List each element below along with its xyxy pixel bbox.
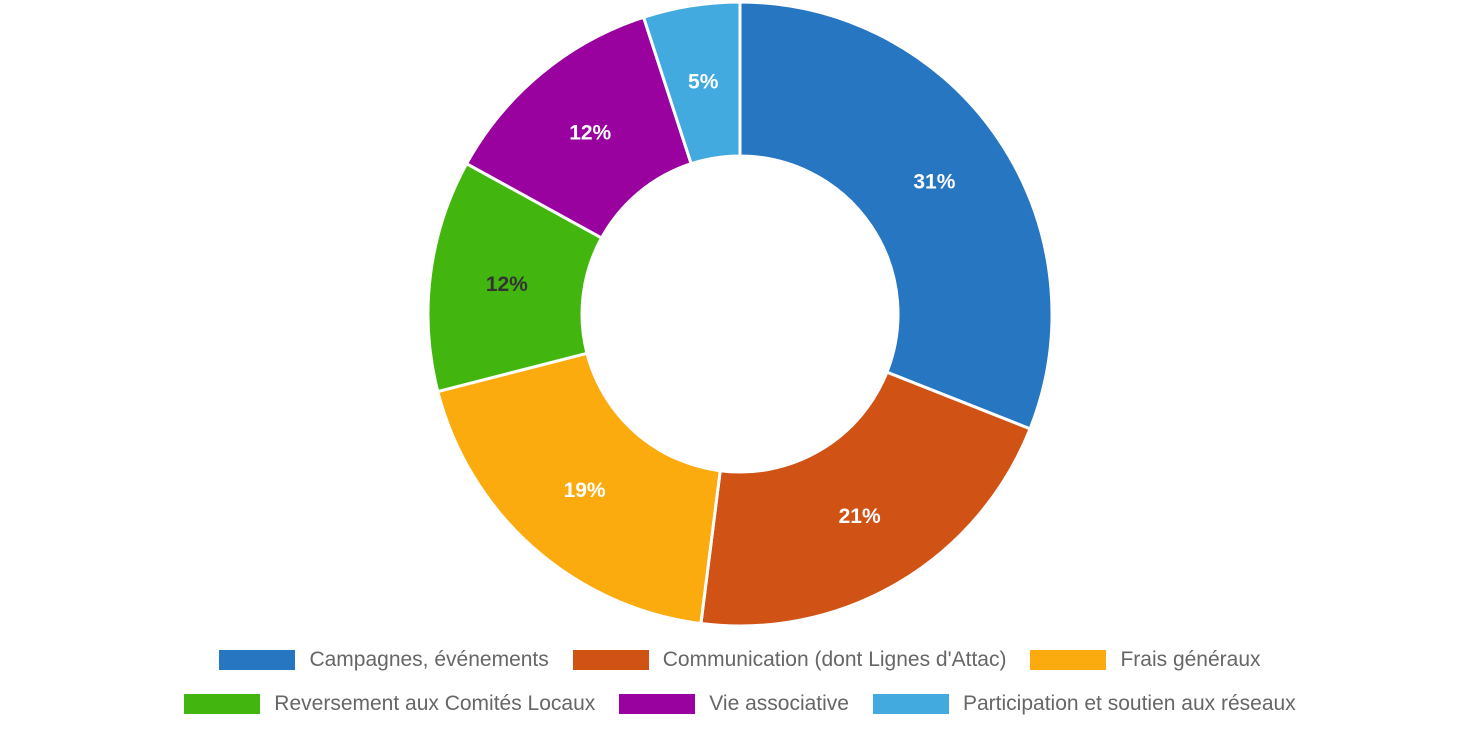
legend-swatch xyxy=(572,650,649,670)
legend-label: Reversement aux Comités Locaux xyxy=(274,692,596,715)
legend-item-reversement[interactable]: Reversement aux Comités Locaux xyxy=(184,692,595,716)
legend-item-participation[interactable]: Participation et soutien aux réseaux xyxy=(872,692,1296,716)
legend-swatch xyxy=(1030,650,1107,670)
slice-participation[interactable] xyxy=(641,0,742,166)
legend-label: Vie associative xyxy=(709,692,849,715)
legend-row-1: Campagnes, événements Communication (don… xyxy=(0,648,1480,672)
legend-label: Frais généraux xyxy=(1120,648,1261,671)
legend-label: Campagnes, événements xyxy=(309,648,549,671)
data-label-participation: 5% xyxy=(688,70,719,93)
legend-swatch xyxy=(619,694,696,714)
legend-item-vie-associative[interactable]: Vie associative xyxy=(619,692,849,716)
legend-swatch xyxy=(872,694,949,714)
slice-communication[interactable] xyxy=(699,370,1033,628)
legend-swatch xyxy=(219,650,296,670)
slice-frais-generaux[interactable] xyxy=(435,351,722,626)
data-label-vie-associative: 12% xyxy=(569,121,611,144)
legend-item-campagnes[interactable]: Campagnes, événements xyxy=(219,648,549,672)
data-label-frais-generaux: 19% xyxy=(564,479,606,502)
legend-label: Participation et soutien aux réseaux xyxy=(962,692,1296,715)
data-label-campagnes: 31% xyxy=(913,170,955,193)
slice-campagnes[interactable] xyxy=(738,0,1054,431)
legend-label: Communication (dont Lignes d'Attac) xyxy=(662,648,1007,671)
data-label-communication: 21% xyxy=(839,505,881,528)
legend-item-frais-generaux[interactable]: Frais généraux xyxy=(1030,648,1261,672)
data-label-reversement: 12% xyxy=(486,273,528,296)
legend-swatch xyxy=(184,694,261,714)
legend-row-2: Reversement aux Comités Locaux Vie assoc… xyxy=(0,692,1480,716)
legend-item-communication[interactable]: Communication (dont Lignes d'Attac) xyxy=(572,648,1007,672)
